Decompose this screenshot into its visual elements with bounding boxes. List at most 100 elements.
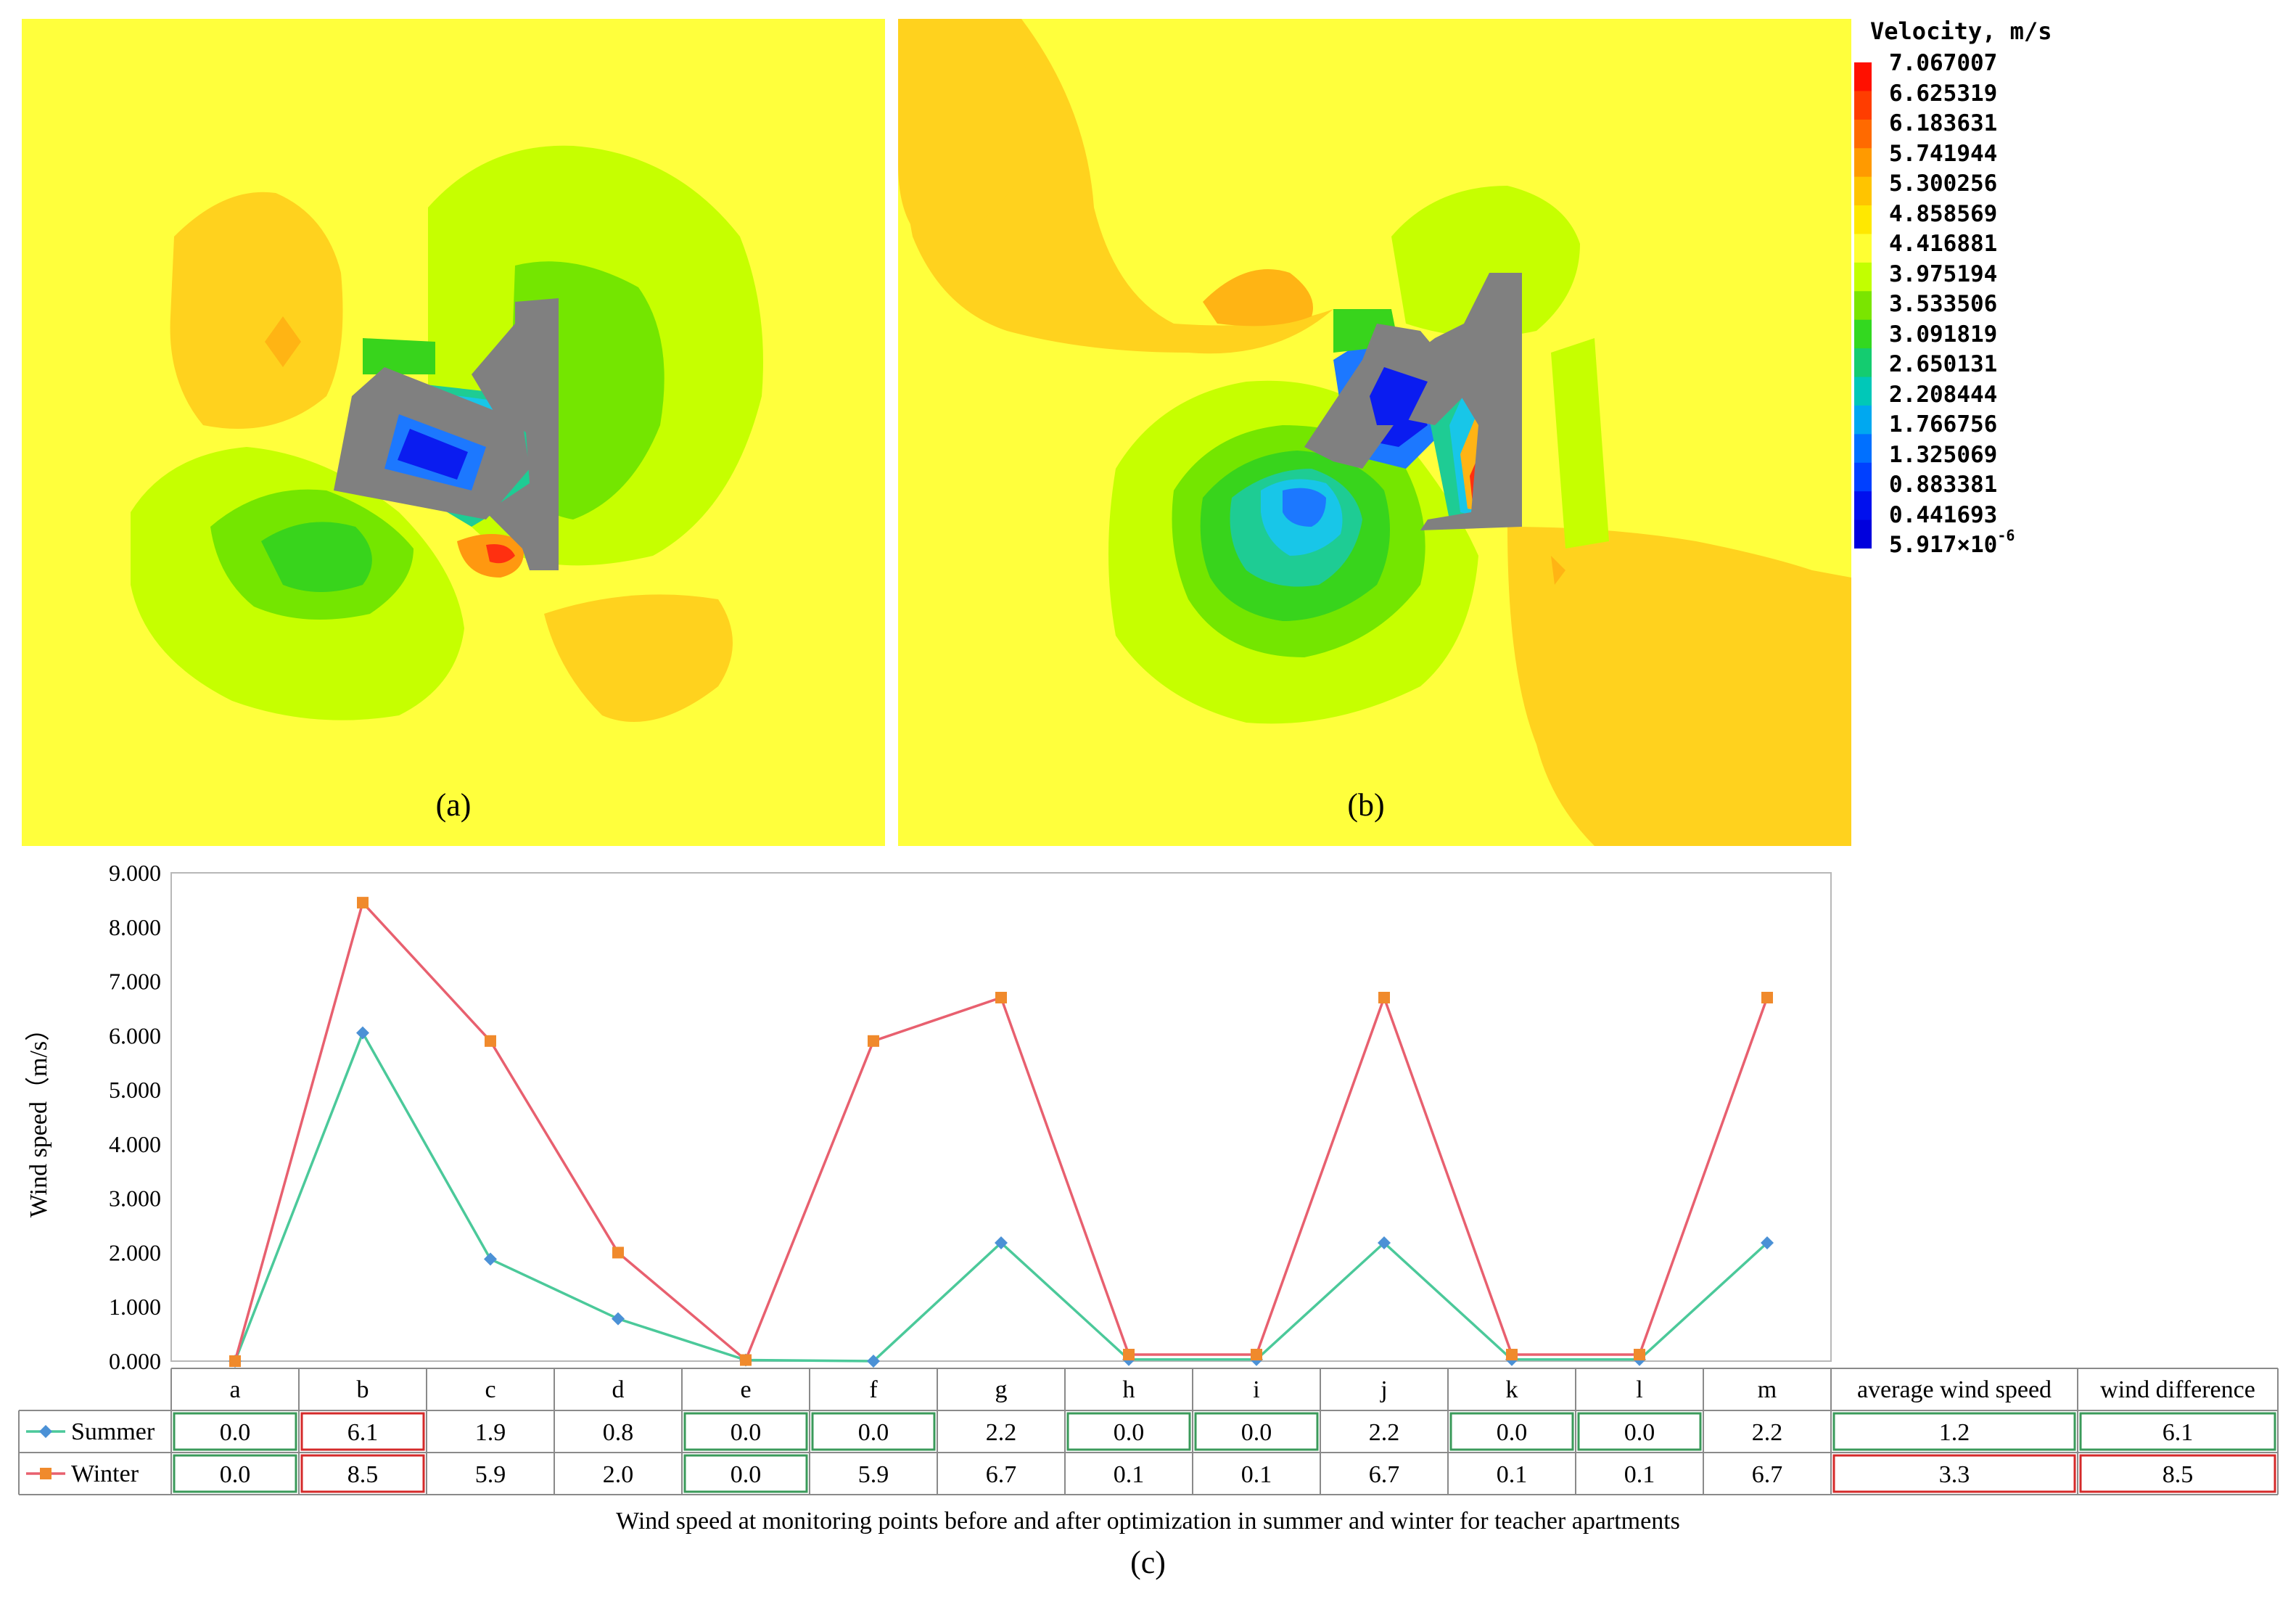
data-point-winter xyxy=(740,1354,752,1366)
table-cell-highlight xyxy=(1194,1412,1319,1451)
data-point-winter xyxy=(1123,1349,1135,1361)
table-cell-value: 2.2 xyxy=(986,1419,1017,1446)
y-tick-label: 3.000 xyxy=(109,1186,161,1212)
table-cell-highlight xyxy=(683,1412,808,1451)
table-extra-header: average wind speed xyxy=(1857,1376,2052,1403)
color-scale-step xyxy=(1854,405,1872,435)
data-point-winter xyxy=(995,991,1007,1003)
table-cell-value: 0.0 xyxy=(858,1419,889,1446)
table-cell-value: 5.9 xyxy=(475,1461,506,1488)
color-scale-step xyxy=(1854,62,1872,91)
line-chart-svg: 0.000 1.000 2.000 3.000 4.000 5.000 6.000 7.000… xyxy=(18,860,2279,1495)
table-cell-value: 2.0 xyxy=(603,1461,634,1488)
table-cell-value: 0.0 xyxy=(1624,1419,1655,1446)
legend-value: 3.975194 xyxy=(1889,260,1998,287)
table-cell-value: 6.1 xyxy=(347,1419,379,1446)
legend-value: 5.300256 xyxy=(1889,171,1998,197)
table-cell-value: 0.1 xyxy=(1114,1461,1145,1488)
x-category-label: a xyxy=(229,1376,240,1403)
legend-value: 4.858569 xyxy=(1889,200,1998,227)
color-scale-bar xyxy=(1854,62,1872,549)
y-tick-label: 6.000 xyxy=(109,1022,161,1048)
legend-value: 1.766756 xyxy=(1889,411,1998,438)
table-cell-highlight xyxy=(173,1412,297,1451)
table-cell-value: 6.7 xyxy=(1752,1461,1783,1488)
table-cell-value: 0.1 xyxy=(1624,1461,1655,1488)
x-category-label: e xyxy=(740,1376,751,1403)
table-extra-header: wind difference xyxy=(2100,1376,2255,1403)
legend-value: 6.183631 xyxy=(1889,110,1998,136)
velocity-contour-plot-a xyxy=(22,19,885,846)
color-scale-step xyxy=(1854,519,1872,549)
data-point-winter xyxy=(612,1246,624,1259)
table-cell-highlight xyxy=(683,1454,808,1493)
table-cell-highlight xyxy=(1577,1412,1702,1451)
table-cell-value: 3.3 xyxy=(1939,1461,1970,1488)
contour-region xyxy=(1391,186,1580,337)
table-cell-value: 0.8 xyxy=(603,1419,634,1446)
x-category-label: d xyxy=(612,1376,625,1403)
table-cell-highlight xyxy=(1449,1412,1574,1451)
contour-region xyxy=(265,316,301,367)
y-tick-label: 8.000 xyxy=(109,914,161,940)
y-axis-label: Wind speed（m/s） xyxy=(25,1016,52,1217)
color-scale-step xyxy=(1854,291,1872,321)
row-series-name: Winter xyxy=(71,1461,139,1487)
legend-value: 1.325069 xyxy=(1889,441,1998,468)
table-cell-value: 1.2 xyxy=(1939,1419,1970,1446)
color-scale-step xyxy=(1854,148,1872,178)
building-east-wing xyxy=(1406,273,1522,530)
contour-region xyxy=(261,522,372,592)
x-category-label: i xyxy=(1253,1376,1259,1403)
x-category-label: j xyxy=(1380,1376,1387,1403)
table-cell-highlight xyxy=(1066,1412,1191,1451)
y-tick-label: 5.000 xyxy=(109,1077,161,1103)
contour-region xyxy=(1283,488,1326,527)
courtyard-void xyxy=(1370,367,1428,425)
legend-min-exponent: -6 xyxy=(1997,527,2015,544)
color-scale-step xyxy=(1854,462,1872,492)
wind-speed-chart: 0.000 1.000 2.000 3.000 4.000 5.000 6.000 7.000… xyxy=(0,847,2296,1500)
color-scale-step xyxy=(1854,491,1872,521)
courtyard-void xyxy=(398,429,468,480)
data-point-summer xyxy=(1761,1236,1774,1249)
panel-a-label: (a) xyxy=(435,787,472,823)
table-cell-highlight xyxy=(173,1454,297,1493)
color-scale-step xyxy=(1854,434,1872,464)
color-scale-step xyxy=(1854,377,1872,406)
y-tick-label: 2.000 xyxy=(109,1239,161,1265)
color-scale-step xyxy=(1854,91,1872,120)
x-category-label: l xyxy=(1636,1376,1642,1403)
legend-min-base: 5.917×10 xyxy=(1889,532,1998,558)
contour-region xyxy=(486,544,515,564)
y-tick-label: 0.000 xyxy=(109,1348,161,1374)
legend-value: 2.650131 xyxy=(1889,351,1998,377)
data-point-summer xyxy=(1378,1236,1391,1249)
table-cell-value: 8.5 xyxy=(2163,1461,2194,1488)
plot-area xyxy=(170,872,1832,1362)
color-scale-step xyxy=(1854,119,1872,149)
contour-region xyxy=(1551,556,1565,585)
y-tick-label: 4.000 xyxy=(109,1131,161,1157)
data-point-winter xyxy=(1378,991,1390,1003)
table-cell-value: 0.0 xyxy=(1241,1419,1272,1446)
row-legend-marker xyxy=(39,1425,52,1438)
contour-region xyxy=(1203,269,1313,326)
velocity-contour-plot-b xyxy=(898,19,1851,846)
panel-b-label: (b) xyxy=(1347,787,1385,823)
row-legend-marker xyxy=(40,1468,52,1479)
contour-region xyxy=(170,192,343,429)
data-point-summer xyxy=(612,1312,625,1326)
table-cell-highlight xyxy=(300,1412,425,1451)
legend-value: 6.625319 xyxy=(1889,80,1998,107)
table-cell-value: 5.9 xyxy=(858,1461,889,1488)
series-line-summer xyxy=(234,1030,1769,1363)
x-category-label: c xyxy=(485,1376,495,1403)
color-scale-step xyxy=(1854,205,1872,234)
data-point-summer xyxy=(356,1026,369,1040)
contour-panel-b: (b) xyxy=(898,19,1851,846)
legend-value: 0.883381 xyxy=(1889,472,1998,498)
row-series-name: Summer xyxy=(71,1418,155,1445)
color-scale-step xyxy=(1854,176,1872,206)
y-tick-label: 1.000 xyxy=(109,1294,161,1320)
